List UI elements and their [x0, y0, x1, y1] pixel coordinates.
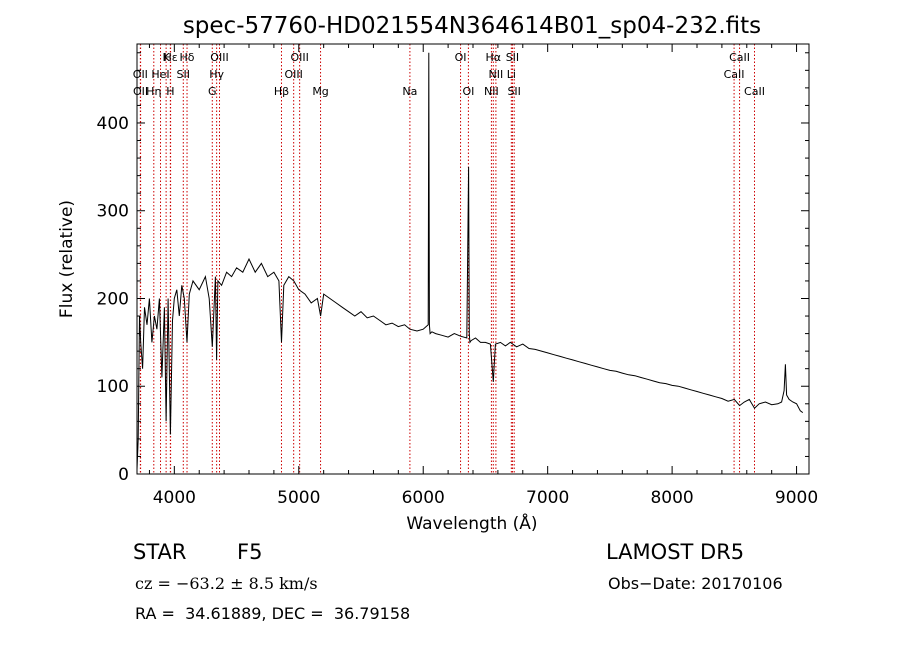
plot-frame — [136, 43, 810, 475]
marker-label-24: OI — [462, 85, 474, 98]
marker-label-22: Mg — [312, 85, 328, 98]
marker-label-21: Hβ — [274, 85, 289, 98]
marker-label-11: SII — [177, 68, 190, 81]
marker-label-14: NII — [489, 68, 504, 81]
y-tick-label-3: 300 — [97, 202, 129, 222]
marker-label-3: OIII — [210, 51, 228, 64]
y-tick-label-1: 100 — [97, 377, 129, 397]
y-axis: 0 100 200 300 400 — [97, 52, 809, 485]
spectral-line-markers — [139, 44, 755, 474]
marker-label-23: Na — [402, 85, 417, 98]
marker-label-15: Li — [507, 68, 516, 81]
chart-title: spec-57760-HD021554N364614B01_sp04-232.f… — [183, 13, 761, 39]
marker-label-20: G — [208, 85, 217, 98]
y-axis-label: Flux (relative) — [57, 200, 77, 318]
spectrum-line-0 — [136, 52, 804, 470]
object-subclass: F5 — [237, 540, 263, 564]
obs-date-text: Obs−Date: 20170106 — [608, 574, 783, 593]
spectrum-series — [136, 52, 804, 470]
marker-label-6: Hα — [486, 51, 502, 64]
marker-label-0: Hε — [163, 51, 177, 64]
coordinates-text: RA = 34.61889, DEC = 36.79158 — [135, 604, 411, 623]
x-tick-label-3: 7000 — [526, 488, 569, 508]
redshift-text: cz = −63.2 ± 8.5 km/s — [135, 574, 318, 593]
marker-label-16: CaII — [724, 68, 745, 81]
y-tick-label-4: 400 — [97, 114, 129, 134]
y-tick-label-2: 200 — [97, 289, 129, 309]
x-tick-label-4: 8000 — [650, 488, 693, 508]
marker-label-10: HeI — [151, 68, 169, 81]
x-tick-label-0: 4000 — [153, 488, 196, 508]
marker-label-5: OI — [455, 51, 467, 64]
marker-label-18: Hη — [146, 85, 161, 98]
x-axis: 4000 5000 6000 7000 8000 9000 — [148, 44, 818, 508]
survey-name: LAMOST DR5 — [606, 540, 745, 564]
marker-label-25: NII — [484, 85, 499, 98]
object-class: STAR — [133, 540, 187, 564]
x-tick-label-1: 5000 — [277, 488, 320, 508]
marker-label-13: OIII — [284, 68, 302, 81]
marker-label-12: Hγ — [209, 68, 224, 81]
marker-label-2: Hδ — [180, 51, 195, 64]
y-tick-label-0: 0 — [118, 465, 129, 485]
marker-label-8: CaII — [729, 51, 750, 64]
marker-label-7: SII — [506, 51, 519, 64]
marker-label-4: OIII — [290, 51, 308, 64]
x-tick-label-5: 9000 — [775, 488, 818, 508]
marker-label-26: SII — [507, 85, 520, 98]
marker-label-1: K — [163, 51, 171, 64]
marker-label-27: CaII — [744, 85, 765, 98]
x-axis-label: Wavelength (Å) — [406, 512, 537, 534]
x-tick-label-2: 6000 — [402, 488, 445, 508]
marker-label-19: H — [166, 85, 174, 98]
